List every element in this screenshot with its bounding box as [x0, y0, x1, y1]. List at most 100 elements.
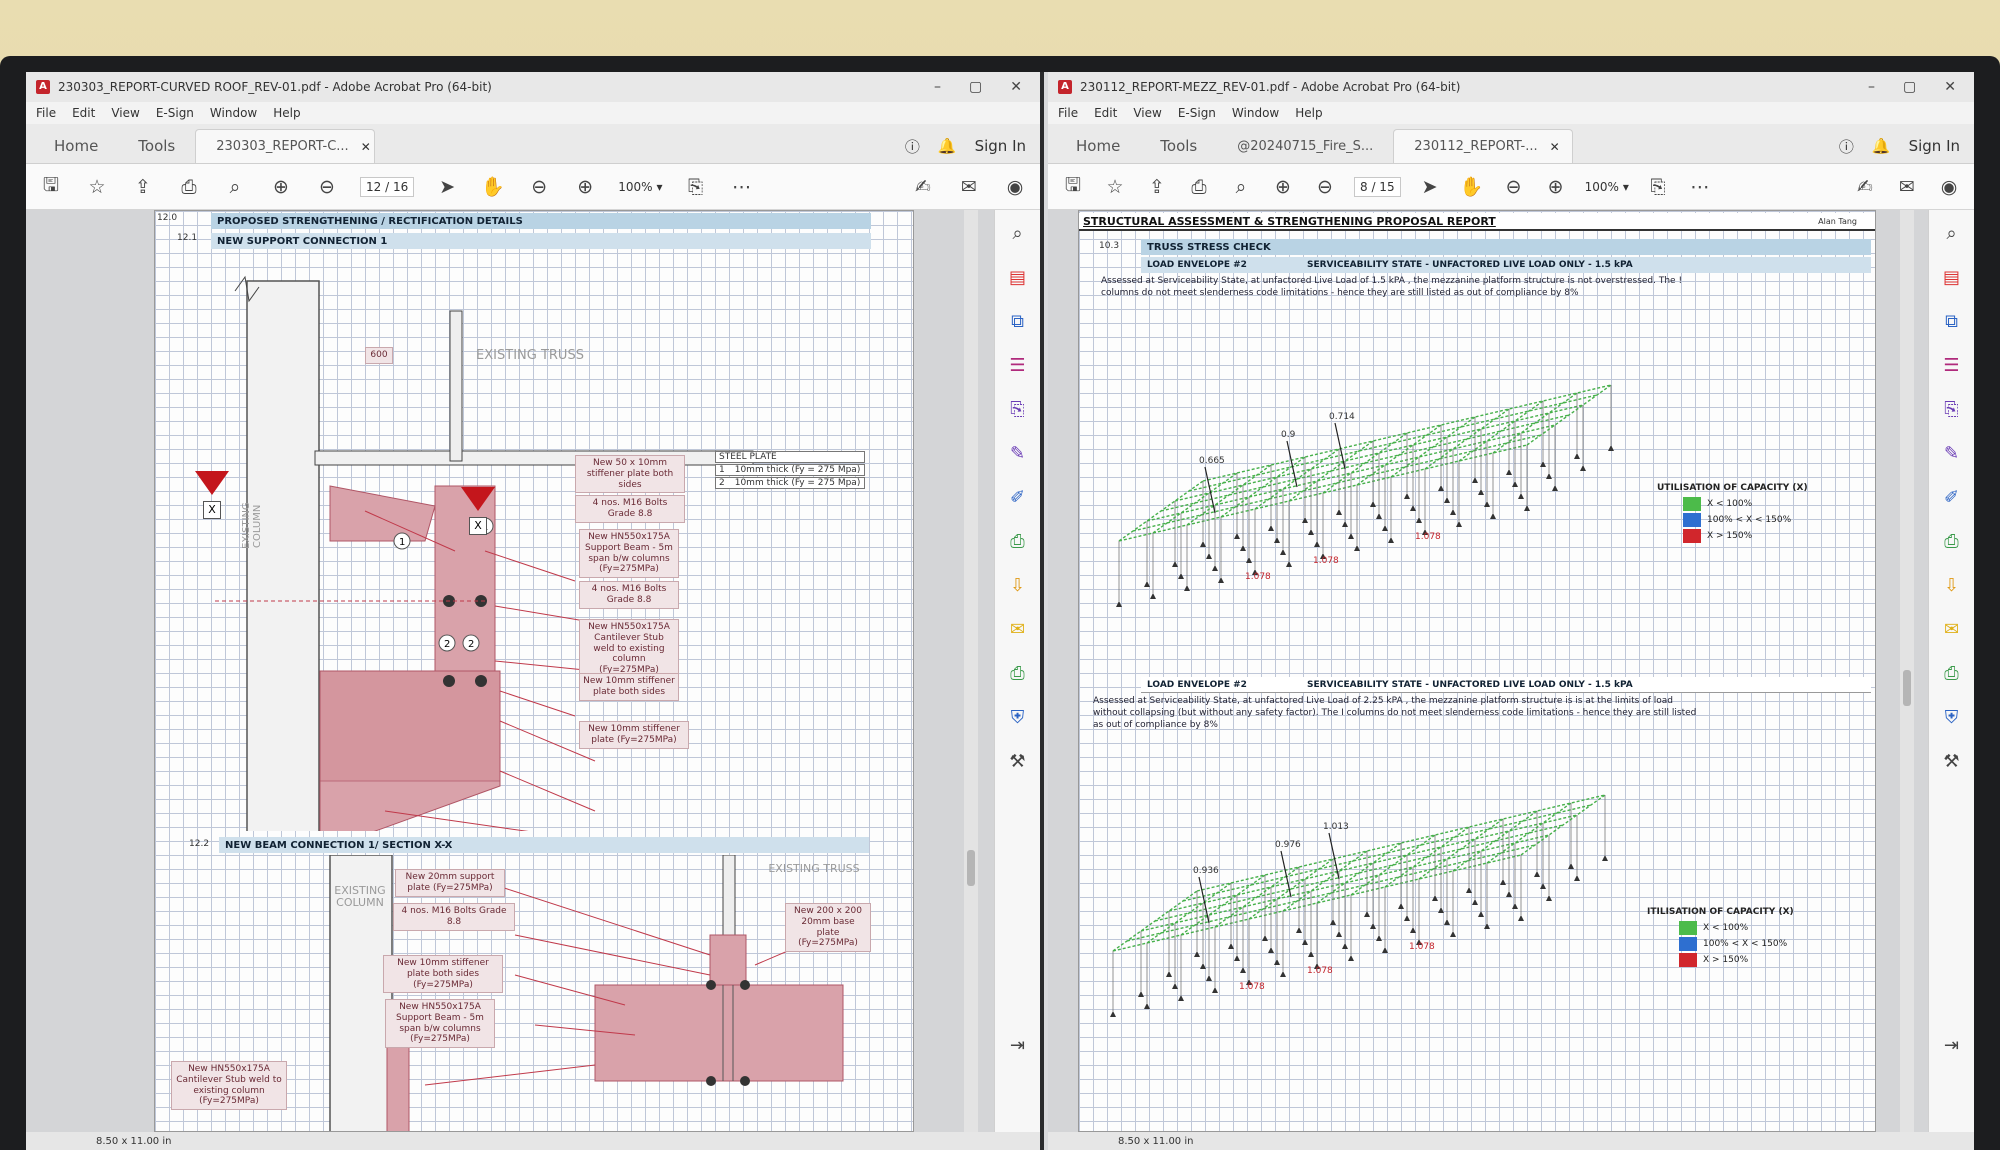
page-number-field[interactable]: 12 / 16 — [360, 176, 415, 197]
menu-esign[interactable]: E-Sign — [1177, 106, 1216, 120]
menu-edit[interactable]: Edit — [72, 106, 96, 120]
menu-edit[interactable]: Edit — [1094, 106, 1118, 120]
more-tools-pane-icon[interactable]: ⚒ — [1943, 751, 1960, 772]
vertical-scrollbar[interactable] — [1900, 210, 1914, 1132]
help-icon[interactable]: ⓘ — [904, 137, 920, 156]
sign-in-button[interactable]: Sign In — [974, 137, 1026, 155]
page-down-icon[interactable]: ⊖ — [1317, 175, 1333, 198]
fill-sign-icon[interactable]: ✍ — [915, 175, 931, 198]
upload-cloud-icon[interactable]: ⇪ — [135, 175, 151, 198]
protect-icon[interactable]: ⛨ — [1010, 707, 1025, 728]
save-icon[interactable]: 🖫 — [1064, 173, 1082, 196]
menu-file[interactable]: File — [36, 106, 57, 120]
save-icon[interactable]: 🖫 — [42, 173, 60, 196]
more-tools-pane-icon[interactable]: ⚒ — [1009, 751, 1026, 772]
minimize-icon[interactable]: – — [934, 79, 942, 95]
page-down-icon[interactable]: ⊖ — [319, 175, 335, 198]
menu-file[interactable]: File — [1058, 106, 1079, 120]
fill-sign-pane-icon[interactable]: ✎ — [1943, 443, 1960, 464]
menu-esign[interactable]: E-Sign — [155, 106, 194, 120]
fill-sign-pane-icon[interactable]: ✎ — [1009, 443, 1026, 464]
search-icon[interactable]: ⌕ — [229, 175, 241, 198]
edit-pdf-icon[interactable]: ✐ — [1943, 487, 1960, 508]
expand-pane-icon[interactable]: ⇥ — [1943, 1035, 1960, 1056]
fill-sign-icon[interactable]: ✍ — [1857, 175, 1873, 198]
page-up-icon[interactable]: ⊕ — [273, 175, 289, 198]
page-up-icon[interactable]: ⊕ — [1275, 175, 1291, 198]
maximize-icon[interactable]: ▢ — [1903, 79, 1917, 95]
comment-icon[interactable]: ✉ — [1009, 619, 1026, 640]
page-indicator[interactable]: 8 / 15 — [1354, 176, 1401, 197]
email-icon[interactable]: ✉ — [961, 175, 977, 198]
tab-home[interactable]: Home — [54, 137, 99, 155]
combine-files-icon[interactable]: ⧉ — [1945, 311, 1958, 332]
menu-view[interactable]: View — [1133, 106, 1162, 120]
upload-cloud-icon[interactable]: ⇪ — [1149, 175, 1165, 198]
menu-help[interactable]: Help — [273, 106, 301, 120]
zoom-in-icon[interactable]: ⊕ — [1547, 175, 1564, 198]
search-icon[interactable]: ⌕ — [1235, 175, 1247, 198]
print-icon[interactable]: ⎙ — [1191, 175, 1207, 198]
zoom-dropdown[interactable]: 100% ▾ — [1584, 179, 1629, 194]
zoom-icon[interactable]: ⌕ — [1946, 223, 1957, 244]
scrollbar-thumb[interactable] — [1903, 670, 1911, 706]
export-pdf-2-icon[interactable]: ⇩ — [1009, 575, 1026, 596]
close-tab-icon[interactable]: ✕ — [360, 139, 371, 154]
account-icon[interactable]: ◉ — [1940, 175, 1958, 198]
scan-ocr-icon[interactable]: ⎙ — [1944, 531, 1959, 552]
comment-icon[interactable]: ✉ — [1943, 619, 1960, 640]
menu-view[interactable]: View — [111, 106, 140, 120]
more-tools-icon[interactable]: ⋯ — [732, 175, 752, 198]
tab-tools[interactable]: Tools — [1160, 137, 1198, 155]
menu-help[interactable]: Help — [1295, 106, 1323, 120]
zoom-in-icon[interactable]: ⊕ — [577, 175, 594, 198]
zoom-dropdown[interactable]: 100% ▾ — [618, 179, 663, 194]
tab-document-2[interactable]: 230112_REPORT-... ✕ — [1393, 129, 1574, 163]
bookmark-star-icon[interactable]: ☆ — [88, 175, 106, 198]
page-indicator[interactable]: 12 / 16 — [360, 176, 415, 197]
create-pdf-icon[interactable]: ▤ — [1008, 267, 1026, 288]
create-pdf-icon[interactable]: ▤ — [1942, 267, 1960, 288]
scrollbar-thumb[interactable] — [967, 850, 975, 886]
organize-pages-icon[interactable]: ☰ — [1009, 355, 1026, 376]
export-pdf-2-icon[interactable]: ⇩ — [1943, 575, 1960, 596]
tab-home[interactable]: Home — [1076, 137, 1121, 155]
hand-tool-icon[interactable]: ✋ — [481, 176, 506, 198]
page-fit-icon[interactable]: ⎘ — [687, 175, 704, 198]
tab-document-1[interactable]: @20240715_Fire_S... — [1237, 138, 1374, 154]
maximize-icon[interactable]: ▢ — [969, 79, 983, 95]
minimize-icon[interactable]: – — [1868, 79, 1876, 95]
zoom-out-icon[interactable]: ⊖ — [1505, 175, 1522, 198]
expand-pane-icon[interactable]: ⇥ — [1009, 1035, 1026, 1056]
zoom-out-icon[interactable]: ⊖ — [531, 175, 548, 198]
menu-window[interactable]: Window — [209, 106, 258, 120]
email-icon[interactable]: ✉ — [1899, 175, 1915, 198]
zoom-icon[interactable]: ⌕ — [1012, 223, 1023, 244]
print-production-icon[interactable]: ⎙ — [1010, 663, 1025, 684]
menu-window[interactable]: Window — [1231, 106, 1280, 120]
edit-pdf-icon[interactable]: ✐ — [1009, 487, 1026, 508]
sign-in-button[interactable]: Sign In — [1908, 137, 1960, 155]
more-tools-icon[interactable]: ⋯ — [1690, 175, 1710, 198]
protect-icon[interactable]: ⛨ — [1944, 707, 1959, 728]
hand-tool-icon[interactable]: ✋ — [1459, 176, 1484, 198]
print-production-icon[interactable]: ⎙ — [1944, 663, 1959, 684]
notification-bell-icon[interactable]: 🔔 — [937, 137, 957, 155]
bookmark-star-icon[interactable]: ☆ — [1106, 175, 1124, 198]
page-fit-icon[interactable]: ⎘ — [1650, 175, 1666, 198]
scan-ocr-icon[interactable]: ⎙ — [1010, 531, 1025, 552]
tab-tools[interactable]: Tools — [138, 137, 176, 155]
page-number-field[interactable]: 8 / 15 — [1354, 176, 1401, 197]
combine-files-icon[interactable]: ⧉ — [1011, 311, 1024, 332]
select-cursor-icon[interactable]: ➤ — [439, 175, 456, 198]
help-icon[interactable]: ⓘ — [1838, 137, 1854, 156]
notification-bell-icon[interactable]: 🔔 — [1871, 137, 1891, 155]
select-cursor-icon[interactable]: ➤ — [1421, 175, 1438, 198]
close-icon[interactable]: ✕ — [1944, 79, 1956, 95]
organize-pages-icon[interactable]: ☰ — [1943, 355, 1960, 376]
export-pdf-icon[interactable]: ⎘ — [1010, 399, 1025, 420]
vertical-scrollbar[interactable] — [964, 210, 978, 1132]
print-icon[interactable]: ⎙ — [181, 175, 197, 198]
close-icon[interactable]: ✕ — [1010, 79, 1022, 95]
account-icon[interactable]: ◉ — [1006, 175, 1024, 198]
